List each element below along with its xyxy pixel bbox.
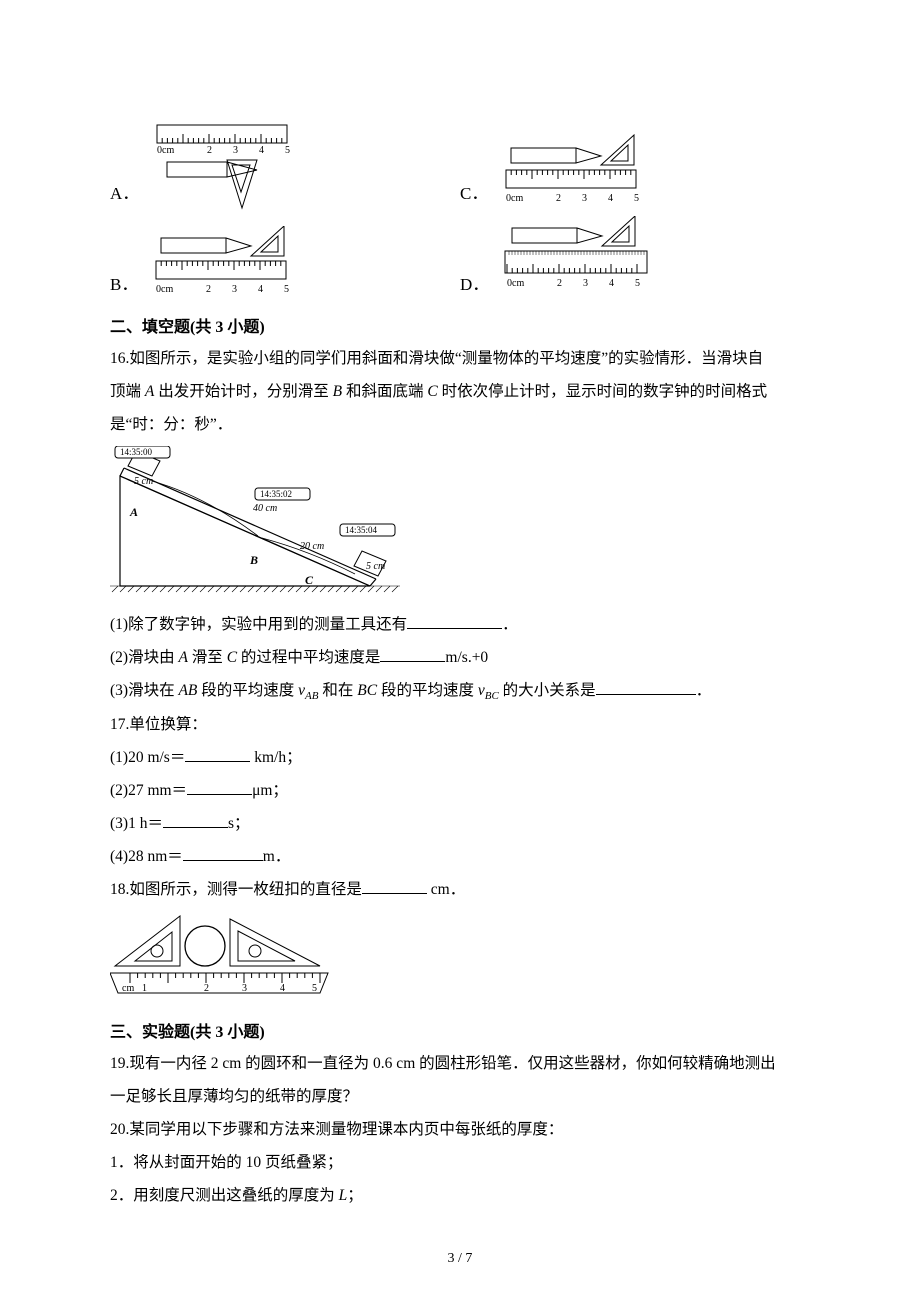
q17-head: 17.单位换算： xyxy=(110,709,810,740)
svg-text:4: 4 xyxy=(280,983,285,994)
choice-a-figure: 0cm 2 3 4 5 xyxy=(147,120,307,210)
q16-sub1: (1)除了数字钟，实验中用到的测量工具还有． xyxy=(110,609,810,640)
q16-sub3: (3)滑块在 AB 段的平均速度 vAB 和在 BC 段的平均速度 vBC 的大… xyxy=(110,675,810,707)
svg-text:4: 4 xyxy=(259,145,264,156)
svg-text:5: 5 xyxy=(285,145,290,156)
choice-c-letter: C． xyxy=(460,179,488,204)
svg-text:3: 3 xyxy=(582,193,587,204)
q17-4: (4)28 nm＝m． xyxy=(110,841,810,872)
svg-text:14:35:00: 14:35:00 xyxy=(120,447,153,457)
svg-text:4: 4 xyxy=(609,278,614,289)
choice-d-letter: D． xyxy=(460,270,489,295)
page-footer: 3 / 7 xyxy=(0,1251,920,1267)
q16-line3: 是“时：分：秒”． xyxy=(110,409,810,440)
svg-text:0cm: 0cm xyxy=(507,278,524,289)
svg-text:3: 3 xyxy=(583,278,588,289)
svg-text:4: 4 xyxy=(258,284,263,295)
choice-c-figure: 0cm 2 3 4 5 xyxy=(496,130,656,210)
button-figure: cm 1 2 3 4 5 xyxy=(110,911,810,1006)
choice-d-figure: 0cm 2 3 4 5 xyxy=(497,216,657,301)
section-2-heading: 二、填空题(共 3 小题) xyxy=(110,313,810,337)
svg-text:5: 5 xyxy=(312,983,317,994)
svg-text:14:35:02: 14:35:02 xyxy=(260,489,292,499)
svg-text:14:35:04: 14:35:04 xyxy=(345,525,378,535)
blank xyxy=(407,614,502,629)
choice-b-letter: B． xyxy=(110,270,138,295)
blank xyxy=(596,680,696,695)
svg-text:1: 1 xyxy=(142,983,147,994)
svg-text:3: 3 xyxy=(233,145,238,156)
svg-text:B: B xyxy=(249,553,258,567)
choice-a-letter: A． xyxy=(110,179,139,204)
svg-text:5: 5 xyxy=(635,278,640,289)
q16-line1: 16.如图所示，是实验小组的同学们用斜面和滑块做“测量物体的平均速度”的实验情形… xyxy=(110,343,810,374)
svg-text:0cm: 0cm xyxy=(506,193,523,204)
svg-text:0cm: 0cm xyxy=(157,145,174,156)
section-3-heading: 三、实验题(共 3 小题) xyxy=(110,1018,810,1042)
svg-text:2: 2 xyxy=(206,284,211,295)
svg-text:2: 2 xyxy=(557,278,562,289)
svg-text:A: A xyxy=(129,505,138,519)
choice-b: B． xyxy=(110,216,460,301)
q19-line1: 19.现有一内径 2 cm 的圆环和一直径为 0.6 cm 的圆柱形铅笔．仅用这… xyxy=(110,1048,810,1079)
svg-text:2: 2 xyxy=(207,145,212,156)
q18-line: 18.如图所示，测得一枚纽扣的直径是 cm． xyxy=(110,874,810,905)
svg-text:2: 2 xyxy=(556,193,561,204)
svg-text:2: 2 xyxy=(204,983,209,994)
q20-step2: 2．用刻度尺测出这叠纸的厚度为 L； xyxy=(110,1180,810,1211)
svg-text:cm: cm xyxy=(122,983,134,994)
svg-text:40 cm: 40 cm xyxy=(253,503,277,514)
blank xyxy=(380,647,445,662)
svg-text:5: 5 xyxy=(634,193,639,204)
q19-line2: 一足够长且厚薄均匀的纸带的厚度？ xyxy=(110,1081,810,1112)
q17-1: (1)20 m/s＝ km/h； xyxy=(110,742,810,773)
svg-text:0cm: 0cm xyxy=(156,284,173,295)
svg-text:C: C xyxy=(305,573,314,587)
slope-figure: 14:35:00 14:35:02 14:35:04 5 cm 40 cm 20… xyxy=(110,446,810,601)
choice-b-figure: 0cm 2 3 4 5 xyxy=(146,226,306,301)
choice-c: C． xyxy=(460,120,810,210)
q20-head: 20.某同学用以下步骤和方法来测量物理课本内页中每张纸的厚度： xyxy=(110,1114,810,1145)
svg-text:5: 5 xyxy=(284,284,289,295)
svg-text:20 cm: 20 cm xyxy=(300,541,324,552)
q17-2: (2)27 mm＝μm； xyxy=(110,775,810,806)
svg-text:5 cm: 5 cm xyxy=(366,561,385,572)
svg-text:3: 3 xyxy=(242,983,247,994)
q16-sub2: (2)滑块由 A 滑至 C 的过程中平均速度是m/s.+0 xyxy=(110,642,810,673)
choice-d: D． xyxy=(460,216,810,301)
svg-text:4: 4 xyxy=(608,193,613,204)
svg-text:5 cm: 5 cm xyxy=(134,476,153,487)
q20-step1: 1．将从封面开始的 10 页纸叠紧； xyxy=(110,1147,810,1178)
svg-text:3: 3 xyxy=(232,284,237,295)
choice-a: A． xyxy=(110,120,460,210)
q17-3: (3)1 h＝s； xyxy=(110,808,810,839)
q16-line2: 顶端 A 出发开始计时，分别滑至 B 和斜面底端 C 时依次停止计时，显示时间的… xyxy=(110,376,810,407)
